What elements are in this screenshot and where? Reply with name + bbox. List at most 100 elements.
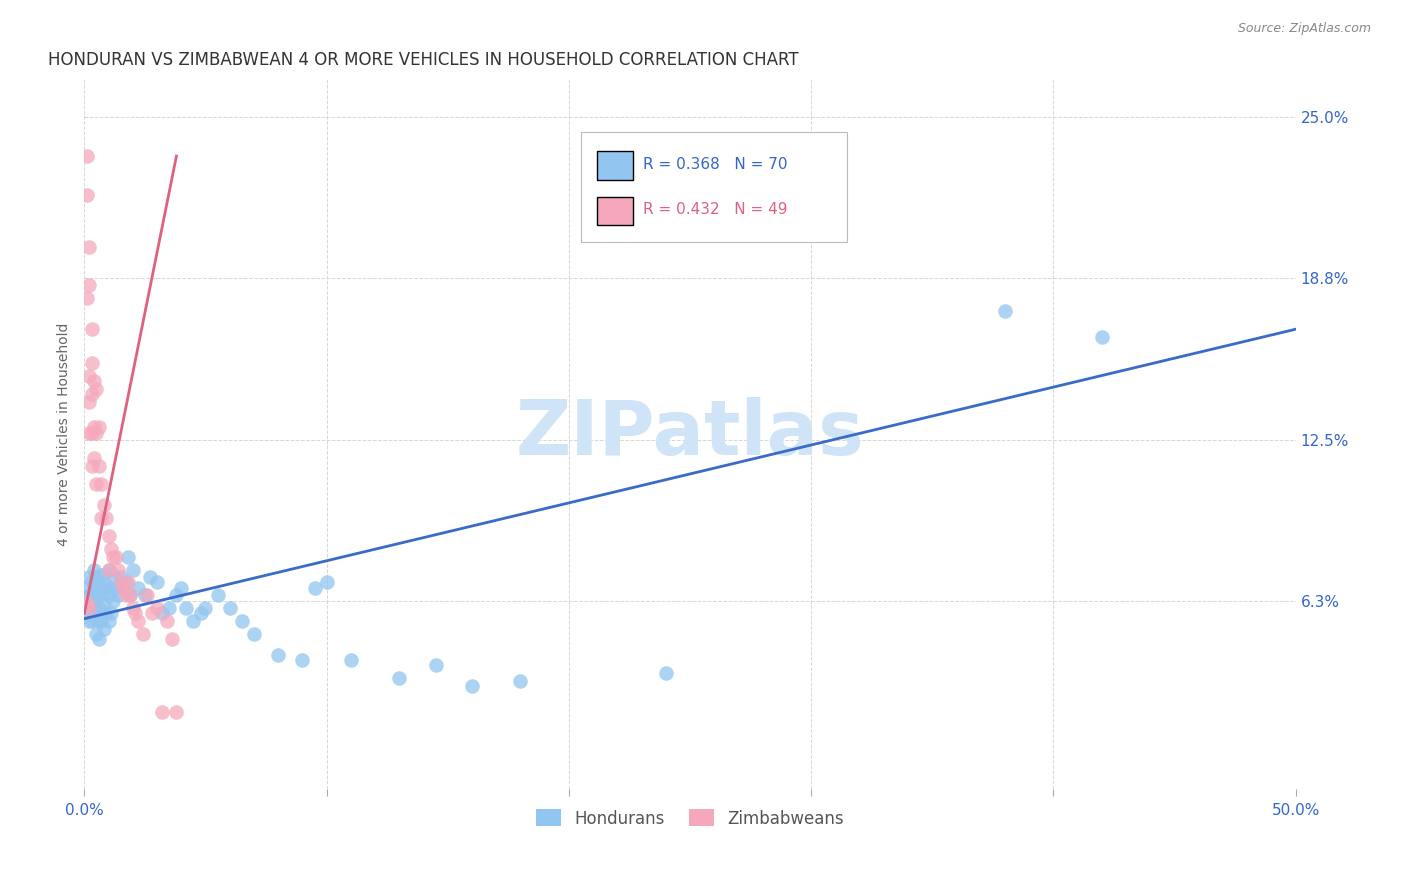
Point [146,601,169,615]
Point [76,596,98,610]
Point [139,570,162,584]
Point [107,563,129,577]
Point [340,653,363,667]
Text: Source: ZipAtlas.com: Source: ZipAtlas.com [1237,22,1371,36]
Point [267,648,290,662]
Point [509,673,531,688]
Point [141,607,163,621]
Point [291,653,314,667]
Point [77,239,100,253]
Point [243,627,266,641]
Point [131,627,153,641]
Point [160,632,183,647]
Point [86,425,108,440]
Point [90,477,112,491]
Point [146,575,169,590]
Point [218,601,240,615]
Point [315,575,337,590]
Point [86,601,108,615]
Point [103,549,125,564]
Point [96,511,118,525]
Point [120,588,142,602]
Point [207,588,229,602]
Point [80,614,103,628]
Point [231,614,253,628]
Point [121,601,143,615]
Point [90,588,112,602]
Point [77,368,100,383]
Point [104,549,127,564]
Point [107,588,129,602]
Point [97,614,120,628]
Point [77,588,100,602]
Point [96,581,118,595]
Point [83,374,105,388]
Point [87,581,110,595]
Point [76,291,98,305]
Point [87,601,110,615]
Text: R = 0.432   N = 49: R = 0.432 N = 49 [643,202,787,217]
Point [97,529,120,543]
Point [174,601,197,615]
Point [80,425,103,440]
Point [461,679,484,693]
Point [97,588,120,602]
Point [121,563,143,577]
Point [100,607,122,621]
Point [83,420,105,434]
Point [86,627,108,641]
Point [87,420,110,434]
Point [1091,330,1114,344]
Point [80,356,103,370]
Point [86,570,108,584]
Point [77,425,100,440]
Point [134,588,156,602]
Point [150,705,173,719]
Legend: Hondurans, Zimbabweans: Hondurans, Zimbabweans [529,803,851,834]
Point [110,570,132,584]
Point [104,581,127,595]
Point [80,575,103,590]
Point [117,549,139,564]
Y-axis label: 4 or more Vehicles in Household: 4 or more Vehicles in Household [58,322,72,546]
Point [76,187,98,202]
Point [77,601,100,615]
Point [83,451,105,466]
Point [90,614,112,628]
Point [96,607,118,621]
Point [77,278,100,293]
Point [994,304,1017,318]
Point [86,477,108,491]
Point [112,581,135,595]
Point [87,459,110,474]
Point [93,498,115,512]
Point [83,607,105,621]
Point [93,622,115,636]
Point [165,705,187,719]
Point [103,593,125,607]
Point [194,601,217,615]
Point [156,614,179,628]
Text: HONDURAN VS ZIMBABWEAN 4 OR MORE VEHICLES IN HOUSEHOLD CORRELATION CHART: HONDURAN VS ZIMBABWEAN 4 OR MORE VEHICLE… [48,51,799,69]
Point [103,567,125,582]
Point [80,593,103,607]
Point [86,382,108,396]
Point [388,671,411,685]
Point [93,596,115,610]
Point [80,322,103,336]
FancyBboxPatch shape [596,197,633,226]
Point [100,581,122,595]
Point [425,658,447,673]
Point [114,588,136,602]
Point [150,607,173,621]
Point [77,614,100,628]
Point [183,614,205,628]
FancyBboxPatch shape [581,132,848,242]
Point [77,394,100,409]
Point [87,632,110,647]
Point [100,541,122,556]
Point [170,581,193,595]
Point [80,459,103,474]
Point [97,563,120,577]
Point [97,563,120,577]
